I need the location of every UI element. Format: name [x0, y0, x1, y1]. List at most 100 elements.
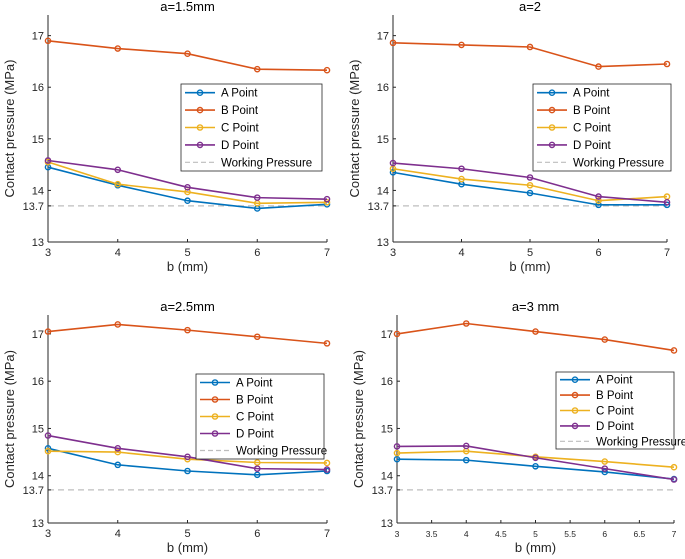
- legend-swatch-marker: [211, 413, 219, 420]
- data-point: [458, 41, 465, 49]
- x-tick-label: 7: [324, 528, 330, 540]
- x-tick-label: 5: [533, 529, 538, 539]
- x-tick-label: 7: [664, 247, 670, 259]
- x-tick-label: 5: [184, 528, 190, 540]
- legend-label: B Point: [221, 105, 259, 117]
- data-point: [663, 198, 671, 206]
- legend-label: D Point: [236, 429, 275, 441]
- data-point: [462, 320, 470, 327]
- data-point: [670, 347, 678, 354]
- data-point: [114, 45, 122, 52]
- x-tick-label: 6: [595, 247, 601, 259]
- data-point: [253, 465, 261, 472]
- data-point: [393, 455, 401, 463]
- x-tick-label: 6.5: [633, 529, 645, 539]
- y-tick-label: 13: [32, 237, 44, 249]
- data-point: [526, 174, 534, 181]
- data-point: [389, 39, 397, 47]
- legend-swatch-marker: [211, 379, 219, 386]
- data-point: [114, 461, 122, 469]
- data-point: [114, 321, 122, 328]
- series-line-b-point: [47, 40, 328, 72]
- y-axis-label: Contact pressure (MPa): [2, 60, 17, 198]
- y-tick-label: 16: [32, 376, 44, 388]
- data-point: [393, 443, 401, 450]
- y-tick-label: 15: [381, 423, 393, 435]
- legend-swatch-marker: [548, 124, 556, 131]
- data-point: [44, 432, 52, 439]
- y-tick-label: 13: [377, 237, 389, 249]
- data-point: [114, 448, 122, 456]
- chart-title: a=2.5mm: [160, 299, 215, 314]
- legend-swatch-marker: [211, 396, 219, 403]
- series-line-a-point: [47, 166, 328, 210]
- x-tick-label: 4: [464, 529, 469, 539]
- legend-label: Working Pressure: [221, 157, 312, 169]
- legend-swatch-marker: [196, 89, 204, 96]
- data-point: [458, 175, 465, 183]
- legend: A Point B Point C Point D Point Working Pres…: [195, 373, 327, 460]
- data-point: [526, 189, 534, 197]
- legend-label: C Point: [573, 123, 612, 135]
- x-tick-label: 3.5: [426, 529, 438, 539]
- series-line-d-point: [47, 434, 328, 471]
- data-point: [670, 476, 678, 483]
- data-point: [601, 336, 609, 343]
- data-point: [462, 456, 470, 464]
- x-axis-label: b (mm): [167, 259, 208, 274]
- data-point: [595, 201, 602, 209]
- legend-swatch-marker: [571, 407, 579, 414]
- data-point: [601, 458, 609, 465]
- x-axis-label: b (mm): [515, 540, 556, 555]
- y-tick-label: 17: [32, 329, 44, 341]
- legend-swatch-marker: [571, 391, 579, 399]
- data-point: [526, 43, 534, 51]
- x-tick-label: 5: [184, 247, 190, 259]
- legend-swatch-marker: [196, 124, 204, 131]
- data-point: [532, 462, 539, 470]
- y-tick-label: 13.7: [372, 485, 393, 497]
- legend-label: B Point: [573, 105, 611, 117]
- chart-panel-4: 13 13.7 14 15 16 17 3 3.5 4 4.5 5 5.5 6 6.5 7 a=3 mm b (…: [351, 299, 685, 555]
- data-point: [323, 466, 331, 473]
- data-point: [601, 465, 609, 472]
- data-point: [393, 330, 401, 338]
- legend-label: D Point: [596, 421, 635, 433]
- x-tick-label: 5: [527, 247, 533, 259]
- data-point: [44, 445, 52, 452]
- data-point: [526, 181, 534, 189]
- y-tick-label: 13: [381, 518, 393, 530]
- data-point: [184, 184, 191, 191]
- chart-title: a=3 mm: [512, 299, 559, 314]
- data-point: [44, 37, 52, 45]
- x-tick-label: 3: [45, 528, 51, 540]
- legend-label: B Point: [236, 395, 274, 407]
- y-tick-label: 15: [377, 134, 389, 146]
- data-point: [323, 340, 331, 347]
- data-point: [44, 447, 52, 455]
- data-point: [663, 60, 671, 68]
- series-line-a-point: [392, 171, 667, 206]
- y-axis-label: Contact pressure (MPa): [347, 60, 362, 198]
- data-point: [462, 442, 470, 450]
- y-tick-label: 17: [377, 31, 389, 43]
- data-point: [184, 197, 191, 205]
- y-tick-label: 14: [377, 185, 389, 197]
- chart-panel-1: 13 13.7 14 15 16 17 3 4 5 6 7 a=1.5mm b (mm) Contact …: [2, 0, 331, 274]
- x-tick-label: 4: [458, 247, 464, 259]
- legend: A Point B Point C Point D Point Working Pres…: [532, 83, 672, 172]
- series-line-d-point: [47, 159, 328, 200]
- series-line-a-point: [396, 458, 675, 480]
- series-line-b-point: [396, 322, 675, 352]
- y-tick-label: 14: [32, 471, 44, 483]
- series-line-a-point: [47, 447, 328, 476]
- data-point: [323, 459, 331, 467]
- y-axis-label: Contact pressure (MPa): [351, 350, 366, 488]
- series-line-b-point: [392, 42, 668, 68]
- data-point: [389, 169, 397, 176]
- chart-panel-2: 13 13.7 14 15 16 17 3 4 5 6 7 a=2 b (mm) Contact pres…: [347, 0, 672, 274]
- y-tick-label: 13.7: [368, 201, 389, 213]
- data-point: [253, 333, 261, 341]
- data-point: [114, 445, 122, 452]
- legend-swatch-marker: [548, 89, 556, 96]
